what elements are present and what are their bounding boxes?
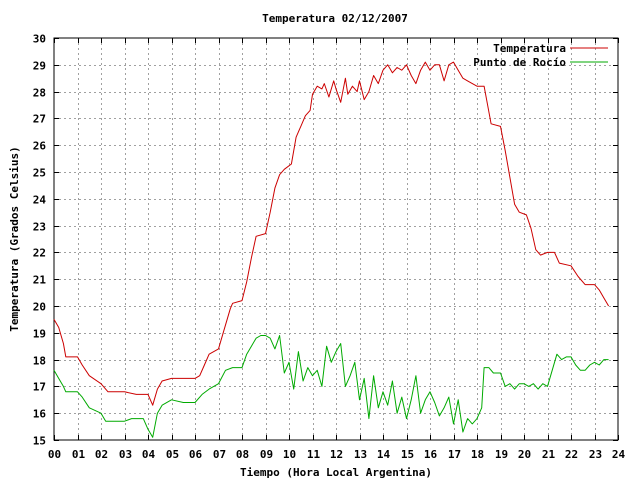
legend: Temperatura Punto de Rocío (473, 42, 608, 69)
grid-lines (54, 38, 618, 440)
x-tick-label: 24 (612, 448, 626, 461)
y-tick-label: 16 (33, 408, 47, 421)
y-tick-label: 20 (33, 301, 46, 314)
y-tick-label: 24 (33, 194, 47, 207)
y-tick-label: 15 (33, 435, 46, 448)
x-tick-label: 23 (589, 448, 602, 461)
y-tick-label: 21 (33, 274, 47, 287)
y-tick-label: 19 (33, 328, 46, 341)
y-tick-label: 22 (33, 247, 46, 260)
y-tick-label: 27 (33, 113, 46, 126)
x-tick-label: 09 (260, 448, 273, 461)
x-tick-label: 08 (236, 448, 249, 461)
x-tick-label: 10 (283, 448, 296, 461)
y-axis-label: Temperatura (Grados Celsius) (8, 146, 21, 331)
y-tick-label: 18 (33, 355, 46, 368)
x-tick-label: 02 (95, 448, 108, 461)
y-tick-label: 23 (33, 221, 46, 234)
x-tick-label: 20 (518, 448, 531, 461)
x-tick-label: 03 (119, 448, 132, 461)
x-tick-label: 14 (377, 448, 391, 461)
x-tick-label: 01 (72, 448, 86, 461)
x-tick-label: 07 (213, 448, 226, 461)
axis-ticks: 00 01 02 03 04 05 06 07 08 09 10 11 12 13 14 15 16 17 18 19… (33, 33, 626, 462)
x-tick-label: 05 (166, 448, 179, 461)
x-tick-label: 00 (48, 448, 61, 461)
x-tick-label: 21 (542, 448, 556, 461)
x-tick-label: 15 (401, 448, 414, 461)
x-tick-label: 16 (424, 448, 438, 461)
x-tick-label: 13 (354, 448, 367, 461)
y-tick-label: 25 (33, 167, 46, 180)
x-axis-label: Tiempo (Hora Local Argentina) (240, 466, 432, 479)
series-line-punto-de-rocio (53, 335, 609, 438)
x-tick-label: 17 (448, 448, 461, 461)
x-tick-label: 06 (189, 448, 203, 461)
legend-label-punto-de-rocio: Punto de Rocío (473, 56, 566, 69)
series-lines (53, 61, 610, 438)
chart-title: Temperatura 02/12/2007 (262, 12, 408, 25)
y-tick-label: 28 (33, 87, 46, 100)
x-tick-label: 04 (142, 448, 156, 461)
x-tick-label: 11 (307, 448, 321, 461)
x-tick-label: 12 (330, 448, 343, 461)
x-tick-label: 22 (565, 448, 578, 461)
x-tick-label: 18 (471, 448, 484, 461)
y-tick-label: 17 (33, 381, 46, 394)
y-tick-label: 29 (33, 60, 46, 73)
y-tick-label: 30 (33, 33, 46, 46)
legend-label-temperatura: Temperatura (493, 42, 566, 55)
y-tick-label: 26 (33, 140, 47, 153)
series-line-temperatura (53, 61, 610, 406)
x-tick-label: 19 (495, 448, 508, 461)
